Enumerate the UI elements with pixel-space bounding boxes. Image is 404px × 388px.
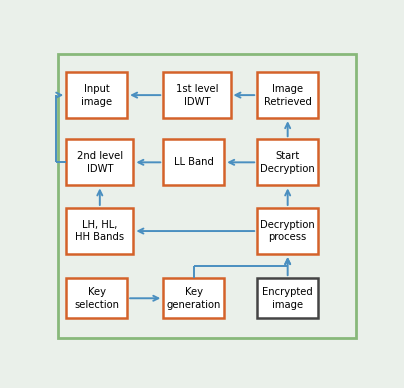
Text: Start
Decryption: Start Decryption [260, 151, 315, 174]
Bar [66, 278, 127, 319]
Bar [66, 72, 127, 118]
Bar [163, 72, 231, 118]
Text: 1st level
IDWT: 1st level IDWT [176, 84, 218, 107]
Bar [66, 139, 133, 185]
Bar [163, 278, 224, 319]
Text: Decryption
process: Decryption process [260, 220, 315, 242]
Text: LL Band: LL Band [174, 157, 214, 167]
Text: Key
selection: Key selection [74, 287, 119, 310]
Text: Input
image: Input image [81, 84, 112, 107]
Text: Encrypted
image: Encrypted image [262, 287, 313, 310]
Bar [257, 72, 318, 118]
Bar [66, 208, 133, 254]
Bar [257, 278, 318, 319]
Text: Image
Retrieved: Image Retrieved [264, 84, 311, 107]
Text: 2nd level
IDWT: 2nd level IDWT [77, 151, 123, 174]
Bar [257, 208, 318, 254]
Bar [257, 139, 318, 185]
Bar [163, 139, 224, 185]
Text: LH, HL,
HH Bands: LH, HL, HH Bands [75, 220, 124, 242]
Text: Key
generation: Key generation [166, 287, 221, 310]
